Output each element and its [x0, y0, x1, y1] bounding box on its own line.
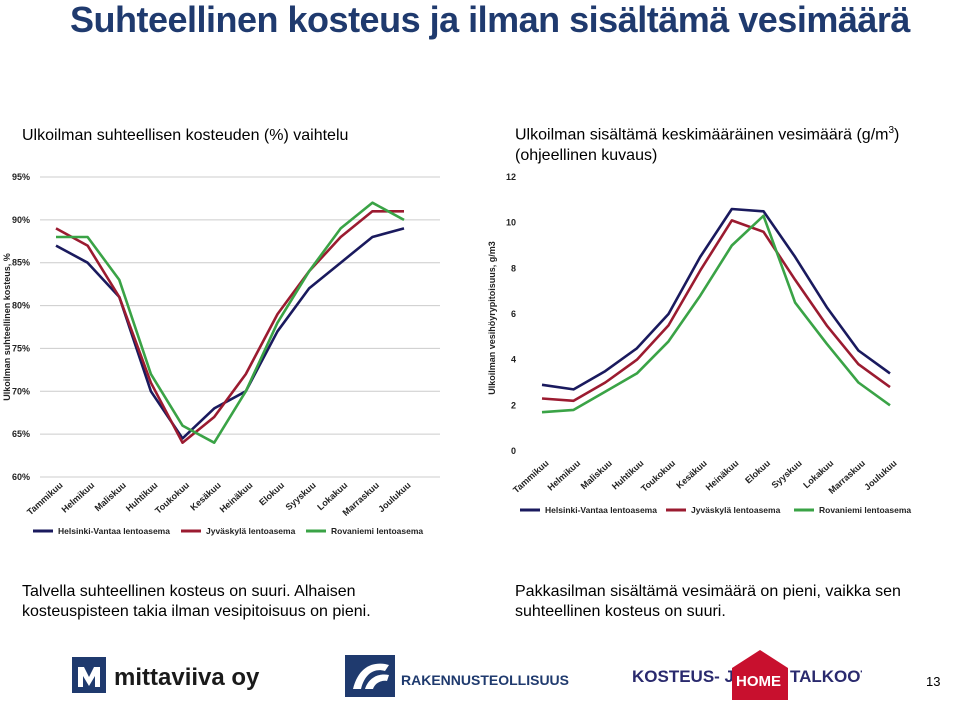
legend-label: Helsinki-Vantaa lentoasema: [58, 526, 170, 536]
legend-label: Jyväskylä lentoasema: [691, 505, 781, 515]
series-line-helsinki: [541, 207, 891, 391]
y-tick-label: 8: [511, 263, 516, 273]
legend-label: Jyväskylä lentoasema: [206, 526, 296, 536]
right-chart-heading-main: Ulkoilman sisältämä keskimääräinen vesim…: [515, 126, 889, 144]
y-tick-label: 75%: [12, 343, 30, 353]
right-chart-heading-sup: 3: [888, 125, 895, 136]
y-tick-label: 2: [511, 400, 516, 410]
y-tick-label: 65%: [12, 429, 30, 439]
y-tick-label: 0: [511, 446, 516, 456]
x-tick-label: Joulukuu: [862, 458, 898, 492]
right-caption: Pakkasilman sisältämä vesimäärä on pieni…: [515, 583, 901, 620]
rakennusteollisuus-logo-text: RAKENNUSTEOLLISUUS: [401, 672, 569, 688]
x-tick-label: Toukokuu: [639, 458, 677, 494]
khk-logo-home-text: HOME: [736, 673, 781, 690]
x-tick-label: Elokuu: [743, 458, 772, 486]
y-axis-title: Ulkoilman suhteellinen kosteus, %: [2, 253, 12, 401]
x-tick-label: Syyskuu: [770, 458, 804, 490]
right-chart-heading-close: ): [894, 126, 900, 144]
legend-label: Helsinki-Vantaa lentoasema: [545, 505, 657, 515]
series-line-helsinki: [55, 227, 405, 440]
x-tick-label: Heinäkuu: [704, 458, 741, 493]
left-chart-heading: Ulkoilman suhteellisen kosteuden (%) vai…: [22, 127, 349, 144]
legend-label: Rovaniemi lentoasema: [331, 526, 423, 536]
series-line-rovaniemi: [56, 201, 405, 445]
y-tick-label: 80%: [12, 301, 30, 311]
legend-label: Rovaniemi lentoasema: [819, 505, 911, 515]
page-number: 13: [926, 674, 941, 689]
y-tick-label: 95%: [12, 172, 30, 182]
right-chart-heading-sub: (ohjeellinen kuvaus): [515, 147, 658, 165]
y-tick-label: 6: [511, 309, 516, 319]
kosteus-ja-hometalkoot-logo: KOSTEUS- JA HOME TALKOOT: [632, 650, 862, 700]
x-tick-label: Helmikuu: [546, 458, 583, 493]
y-tick-label: 90%: [12, 215, 30, 225]
y-tick-label: 70%: [12, 386, 30, 396]
y-tick-label: 10: [506, 218, 516, 228]
mittaviiva-logo-text: mittaviiva oy: [114, 664, 260, 691]
right-chart-heading: Ulkoilman sisältämä keskimääräinen vesim…: [515, 120, 955, 166]
rakennusteollisuus-logo: RAKENNUSTEOLLISUUS: [345, 655, 569, 697]
series-line-jyvaskyla: [55, 210, 404, 445]
y-axis-title: Ulkoilman vesihöyrypitoisuus, g/m3: [487, 241, 497, 395]
series-line-jyvaskyla: [541, 219, 891, 403]
y-tick-label: 60%: [12, 472, 30, 482]
x-tick-label: Maliskuu: [579, 458, 614, 491]
y-tick-label: 4: [511, 355, 516, 365]
page-title: Suhteellinen kosteus ja ilman sisältämä …: [70, 0, 910, 40]
mittaviiva-logo: mittaviiva oy: [72, 657, 260, 693]
y-tick-label: 85%: [12, 258, 30, 268]
x-tick-label: Tammikuu: [511, 458, 551, 495]
khk-logo-right-text: TALKOOT: [790, 667, 862, 686]
khk-logo-left-text: KOSTEUS- JA: [632, 667, 746, 686]
series-line-rovaniemi: [541, 214, 891, 414]
y-tick-label: 12: [506, 172, 516, 182]
left-caption: Talvella suhteellinen kosteus on suuri. …: [22, 583, 371, 620]
